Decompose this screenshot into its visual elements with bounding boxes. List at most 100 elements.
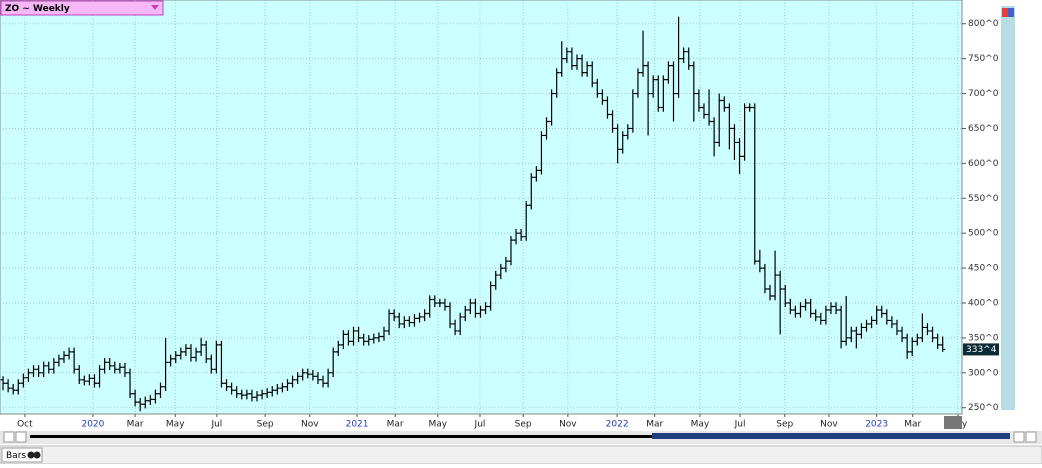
scroll-right[interactable]: [1013, 431, 1025, 443]
ohlc-bar: [112, 361, 118, 374]
ohlc-bar: [549, 89, 555, 126]
ohlc-bar: [325, 368, 331, 388]
ohlc-bar: [671, 61, 677, 122]
ohlc-bar: [660, 75, 666, 112]
ohlc-bar: [76, 365, 82, 384]
scroll-left-step[interactable]: [15, 431, 27, 443]
ohlc-bar: [498, 263, 504, 280]
ohlc-bar: [10, 383, 16, 395]
axis-highlight: [944, 416, 962, 429]
ohlc-bar: [173, 351, 179, 364]
ohlc-bar: [752, 103, 758, 265]
ohlc-bar: [401, 316, 407, 329]
ohlc-bar: [41, 361, 47, 377]
x-tick-label: Jul: [474, 420, 486, 430]
scroll-end[interactable]: [1025, 431, 1037, 443]
ohlc-bar: [97, 365, 103, 388]
ohlc-bar: [127, 368, 133, 398]
ohlc-bar: [737, 138, 743, 174]
ohlc-bar: [701, 103, 707, 119]
ohlc-bar: [61, 351, 67, 364]
x-tick-label: Sep: [515, 420, 532, 430]
ohlc-bar: [483, 302, 489, 315]
ohlc-bar: [335, 340, 341, 357]
ohlc-bar: [559, 41, 565, 77]
ohlc-bar: [838, 305, 844, 349]
y-tick-label: 600^0: [968, 159, 999, 169]
ohlc-bar: [315, 372, 321, 384]
ohlc-bar: [457, 312, 463, 336]
ohlc-bar: [721, 96, 727, 112]
ohlc-bar: [935, 333, 941, 350]
ohlc-bar: [117, 363, 123, 374]
tab[interactable]: [1, 447, 43, 463]
ohlc-bar: [884, 309, 890, 325]
ohlc-bar: [178, 347, 184, 360]
ohlc-bar: [777, 270, 783, 335]
ohlc-bar: [254, 390, 260, 402]
ohlc-bar: [797, 302, 803, 318]
scroll-left[interactable]: [3, 431, 15, 443]
ohlc-bar: [351, 326, 357, 346]
plot-area: [0, 0, 963, 415]
marker-icon: [1008, 8, 1014, 17]
ohlc-bar: [513, 228, 519, 245]
ohlc-bar: [803, 298, 809, 311]
ohlc-bar: [477, 305, 483, 318]
ohlc-bar: [356, 326, 362, 343]
ohlc-bar: [122, 363, 128, 377]
ohlc-bar: [914, 333, 920, 346]
ohlc-bar: [81, 375, 87, 386]
ohlc-bar: [818, 312, 824, 325]
dropdown-arrow[interactable]: [151, 5, 159, 10]
ohlc-bar: [889, 316, 895, 329]
ohlc-bar: [681, 47, 687, 63]
ohlc-bar: [56, 354, 62, 367]
ohlc-bar: [36, 365, 42, 377]
ohlc-bar: [696, 89, 702, 112]
ohlc-bar: [132, 389, 138, 407]
ohlc-bar: [447, 302, 453, 329]
ohlc-bar: [594, 78, 600, 98]
x-tick-label: Sep: [257, 420, 274, 430]
ohlc-bar: [31, 365, 37, 377]
x-tick-label: Jul: [734, 420, 746, 430]
y-tick-label: 500^0: [968, 229, 999, 239]
ohlc-bar: [422, 309, 428, 322]
ohlc-bar: [904, 333, 910, 359]
ohlc-bar: [686, 47, 692, 70]
ohlc-bar: [742, 103, 748, 161]
x-tick-label: 2020: [81, 420, 104, 430]
ohlc-bar: [676, 16, 682, 98]
symbol-dropdown[interactable]: [0, 0, 164, 16]
y-tick-label: 750^0: [968, 54, 999, 64]
ohlc-bar: [909, 337, 915, 357]
ohlc-bar: [396, 312, 402, 329]
ohlc-bar: [224, 379, 230, 391]
ohlc-bar: [493, 270, 499, 290]
x-tick-label: Oct: [17, 420, 33, 430]
ohlc-bar: [782, 284, 788, 308]
ohlc-bar: [152, 389, 158, 404]
scroll-thumb[interactable]: [652, 433, 1010, 439]
x-tick-label: 2022: [606, 420, 629, 430]
ohlc-bar: [279, 382, 285, 393]
ohlc-bar: [137, 397, 143, 412]
ohlc-bar: [269, 386, 275, 397]
ohlc-bar: [366, 335, 372, 346]
ohlc-bar: [564, 47, 570, 63]
x-tick-label: May: [429, 420, 448, 430]
ohlc-bar: [229, 382, 235, 395]
ohlc-bar: [239, 389, 245, 400]
ohlc-bar: [259, 389, 265, 400]
last-price-box: [963, 343, 999, 356]
ohlc-bar: [833, 302, 839, 315]
symbol-label: ZO ~ Weekly: [5, 4, 70, 14]
ohlc-bar: [376, 332, 382, 343]
tab-icon: [27, 451, 35, 459]
ohlc-bar: [208, 354, 214, 374]
scroll-track: [30, 435, 652, 438]
ohlc-bar: [599, 89, 605, 105]
ohlc-bar: [823, 305, 829, 325]
ohlc-bar: [533, 166, 539, 182]
